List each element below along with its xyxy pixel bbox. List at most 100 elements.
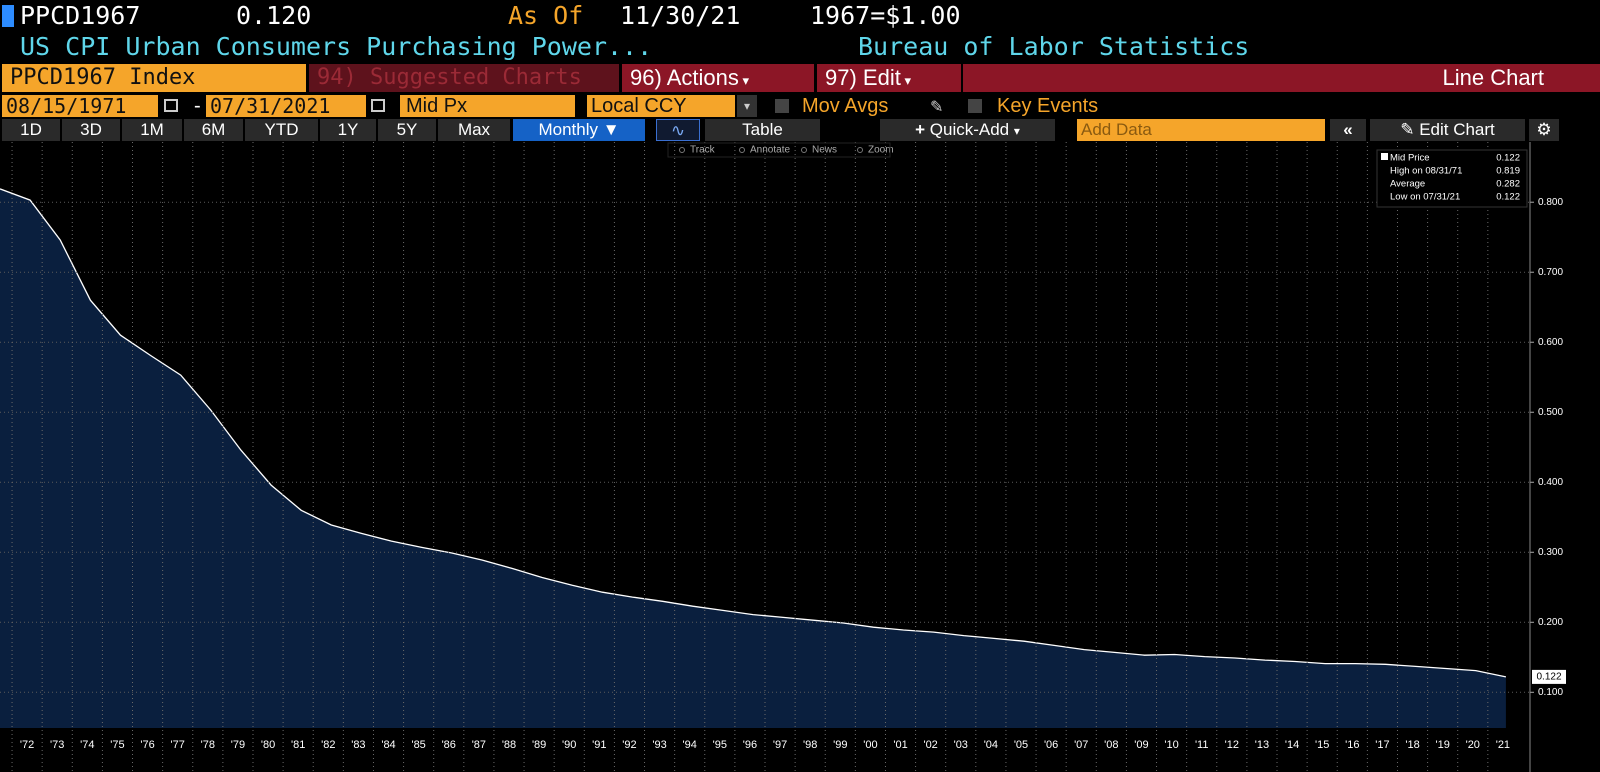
date-separator: - (194, 95, 201, 117)
chart-tool-icon (801, 147, 807, 153)
x-tick-label: '85 (411, 739, 425, 751)
x-tick-label: '89 (532, 739, 546, 751)
legend-swatch (1381, 153, 1388, 160)
x-tick-label: '81 (291, 739, 305, 751)
suggested-charts[interactable]: 94) Suggested Charts (309, 64, 619, 92)
actions-menu[interactable]: 96) Actions ▾ (622, 64, 814, 92)
x-tick-label: '19 (1435, 739, 1449, 751)
period-button[interactable]: 1D (2, 119, 60, 141)
chart-tool[interactable]: News (812, 145, 837, 156)
price-line (0, 188, 1507, 678)
x-tick-label: '78 (201, 739, 215, 751)
add-data-input[interactable]: Add Data (1077, 119, 1325, 141)
as-of-label: As Of (508, 1, 584, 30)
calendar-icon[interactable] (164, 99, 178, 112)
y-tick-label: 0.800 (1538, 197, 1563, 208)
chart-tool[interactable]: Track (690, 145, 716, 156)
currency-dropdown[interactable]: ▾ (737, 95, 757, 117)
x-tick-label: '12 (1225, 739, 1239, 751)
x-tick-label: '00 (863, 739, 877, 751)
edit-chart-button[interactable]: ✎ Edit Chart (1370, 119, 1525, 141)
chart: 0.100 0.200 0.300 0.400 0.500 0.600 0.700 0.800… (0, 142, 1566, 772)
security-field[interactable]: PPCD1967 Index (2, 64, 306, 92)
x-tick-label: '99 (833, 739, 847, 751)
table-button[interactable]: Table (705, 119, 820, 141)
period-button[interactable]: 1Y (320, 119, 376, 141)
chart-tool-icon (857, 147, 863, 153)
legend-value: 0.122 (1496, 192, 1520, 203)
frequency-select[interactable]: Monthly ▼ (513, 119, 645, 141)
mov-avgs-checkbox[interactable] (775, 99, 789, 113)
line-chart-icon[interactable]: ∿ (656, 119, 700, 141)
start-date[interactable]: 08/15/1971 (2, 95, 158, 117)
currency-select[interactable]: Local CCY (587, 95, 735, 117)
x-tick-label: '98 (803, 739, 817, 751)
period-button[interactable]: YTD (245, 119, 318, 141)
last-value-label: 0.122 (1536, 672, 1561, 683)
period-button[interactable]: Max (438, 119, 510, 141)
x-tick-label: '94 (683, 739, 697, 751)
last-value-tag (1532, 669, 1566, 684)
mov-avgs-label: Mov Avgs (802, 95, 889, 117)
x-tick-label: '86 (442, 739, 456, 751)
legend-box (1376, 149, 1528, 208)
collapse-button[interactable]: « (1330, 119, 1366, 141)
key-events-checkbox[interactable] (968, 99, 982, 113)
quick-add-label: Quick-Add (929, 120, 1010, 139)
x-tick-label: '84 (381, 739, 395, 751)
x-tick-label: '08 (1104, 739, 1118, 751)
legend-label: Average (1390, 179, 1425, 190)
x-tick-label: '13 (1255, 739, 1269, 751)
period-button[interactable]: 1M (122, 119, 182, 141)
chart-tool-icon (739, 147, 745, 153)
pencil-icon[interactable]: ✎ (930, 99, 944, 116)
x-tick-label: '88 (502, 739, 516, 751)
x-tick-label: '20 (1466, 739, 1480, 751)
x-tick-label: '74 (80, 739, 94, 751)
legend-value: 0.819 (1496, 166, 1520, 177)
x-tick-label: '06 (1044, 739, 1058, 751)
period-button[interactable]: 6M (184, 119, 243, 141)
y-tick-label: 0.100 (1538, 687, 1563, 698)
x-tick-label: '95 (713, 739, 727, 751)
calendar-icon[interactable] (371, 99, 385, 112)
y-tick-label: 0.300 (1538, 547, 1563, 558)
x-tick-label: '21 (1496, 739, 1510, 751)
legend-value: 0.122 (1496, 153, 1520, 164)
edit-chart-label: Edit Chart (1419, 120, 1495, 139)
tools-bar (667, 142, 891, 158)
status-marker (2, 5, 14, 27)
x-tick-label: '92 (622, 739, 636, 751)
chart-tool-icon (679, 147, 685, 153)
quick-add-button[interactable]: + Quick-Add ▾ (880, 119, 1055, 141)
field-select[interactable]: Mid Px (400, 95, 575, 117)
x-tick-label: '96 (743, 739, 757, 751)
x-tick-label: '76 (140, 739, 154, 751)
settings-gear[interactable]: ⚙ (1529, 119, 1559, 141)
period-button[interactable]: 5Y (378, 119, 436, 141)
x-tick-label: '11 (1195, 739, 1209, 751)
legend-label: Mid Price (1390, 153, 1430, 164)
frequency-label: Monthly (538, 120, 598, 139)
x-tick-label: '82 (321, 739, 335, 751)
x-tick-label: '03 (954, 739, 968, 751)
x-tick-label: '18 (1405, 739, 1419, 751)
end-date[interactable]: 07/31/2021 (206, 95, 366, 117)
x-tick-label: '09 (1134, 739, 1148, 751)
y-tick-label: 0.400 (1538, 477, 1563, 488)
description: US CPI Urban Consumers Purchasing Power.… (20, 32, 653, 61)
x-tick-label: '16 (1345, 739, 1359, 751)
chart-tool[interactable]: Annotate (750, 145, 790, 156)
legend-label: High on 08/31/71 (1390, 166, 1462, 177)
actions-label: 96) Actions (630, 65, 739, 90)
x-tick-label: '97 (773, 739, 787, 751)
period-button[interactable]: 3D (62, 119, 120, 141)
chart-tool[interactable]: Zoom (868, 145, 894, 156)
x-tick-label: '10 (1164, 739, 1178, 751)
x-tick-label: '77 (171, 739, 185, 751)
price: 0.120 (236, 1, 312, 30)
x-tick-label: '07 (1074, 739, 1088, 751)
x-tick-label: '80 (261, 739, 275, 751)
edit-menu[interactable]: 97) Edit ▾ (817, 64, 961, 92)
y-tick-label: 0.600 (1538, 337, 1563, 348)
